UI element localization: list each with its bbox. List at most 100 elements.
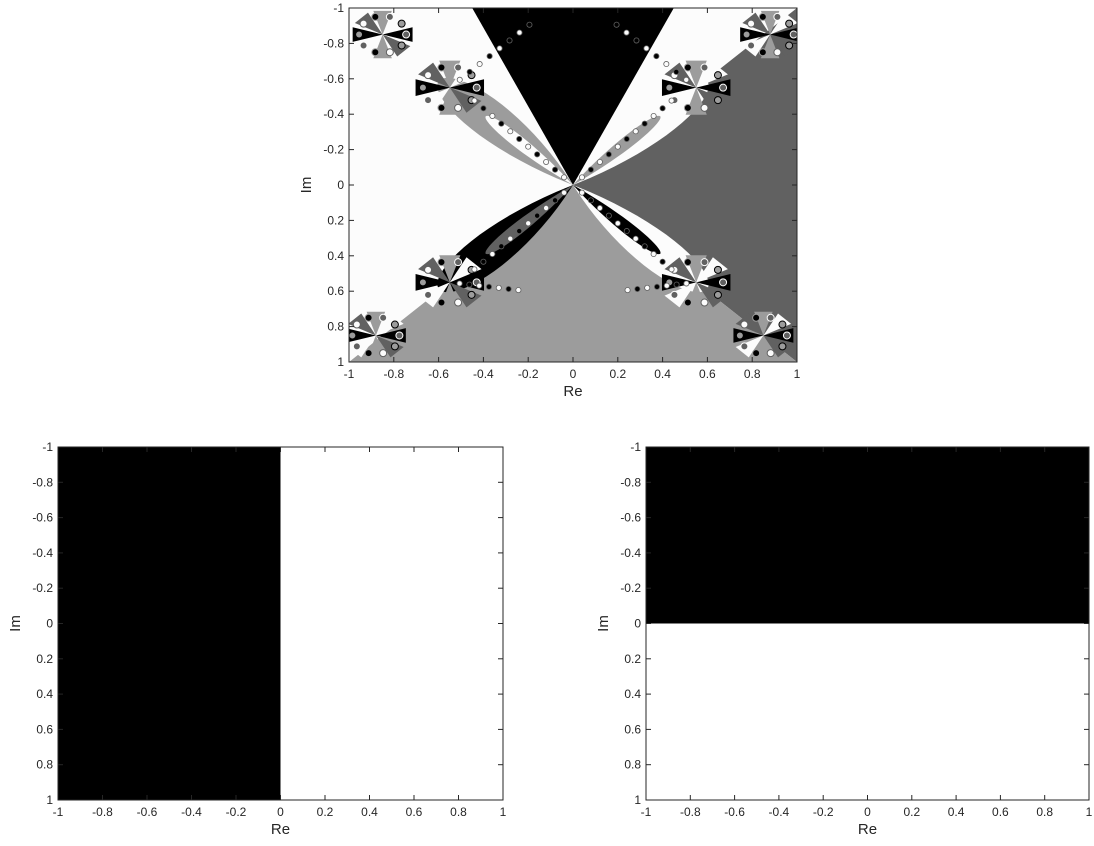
basin-bulb — [670, 290, 679, 299]
y-tick-label: 1 — [46, 793, 53, 807]
basin-bulb — [673, 68, 680, 75]
basin-bulb — [663, 61, 670, 68]
basin-bulb — [587, 197, 594, 204]
y-tick-label: 0 — [46, 617, 53, 631]
basin-region — [349, 185, 797, 362]
basin-bulb — [623, 135, 630, 142]
basin-bulb — [665, 83, 674, 92]
y-tick-label: -0.2 — [620, 581, 641, 595]
basin-bulb — [605, 212, 612, 219]
basin-fractal-wedge — [418, 62, 450, 88]
x-axis-label: Re — [563, 383, 582, 400]
basin-bulb — [752, 349, 761, 358]
basin-bulb — [614, 220, 621, 227]
basin-bulb — [489, 112, 496, 119]
basin-bulb — [534, 151, 541, 158]
basin-fractal-wedge — [375, 335, 404, 358]
x-tick-label: 0.6 — [992, 805, 1009, 819]
basin-bulb — [758, 48, 767, 57]
basin-bulb — [683, 76, 690, 83]
x-axis-label: Re — [858, 821, 877, 838]
basin-bulb — [352, 342, 361, 351]
x-tick-label: 0 — [864, 805, 871, 819]
basin-bulb — [659, 105, 666, 112]
y-tick-label: 1 — [337, 355, 344, 369]
y-tick-label: -0.2 — [32, 581, 53, 595]
basin-fractal-wedge — [449, 257, 482, 283]
basin-bulb — [773, 12, 782, 21]
basin-fractal-wedge — [770, 12, 797, 35]
basin-bulb — [758, 12, 767, 21]
basin-fractal-wedge — [415, 79, 450, 97]
basin-bulb — [785, 41, 794, 50]
basin-bulb — [552, 197, 559, 204]
y-axis-label: Im — [7, 615, 24, 632]
basin-fractal-wedge — [349, 313, 376, 336]
basin-bulb — [561, 189, 568, 196]
basin-bulb — [561, 174, 568, 181]
x-tick-label: -0.6 — [137, 805, 158, 819]
basin-fractal-wedge — [664, 87, 697, 113]
y-tick-label: -0.6 — [620, 511, 641, 525]
basin-bulb — [516, 135, 523, 142]
basin-bulb — [632, 235, 639, 242]
basin-petal — [485, 185, 573, 255]
basin-bulb — [740, 342, 749, 351]
y-tick-label: 0.6 — [624, 722, 641, 736]
basin-bulb — [683, 258, 692, 267]
x-tick-label: -0.4 — [181, 805, 202, 819]
basin-fractal-wedge — [382, 34, 411, 57]
basin-fractal-wedge — [770, 34, 797, 57]
basin-bulb — [525, 143, 532, 150]
basin-bulb — [472, 83, 481, 92]
basin-bulb — [742, 30, 751, 39]
y-tick-label: -0.4 — [32, 546, 53, 560]
basin-bulb — [498, 243, 505, 250]
basin-fractal-wedge — [418, 282, 450, 308]
basin-image — [349, 8, 797, 362]
basin-fractal-wedge — [349, 328, 376, 343]
basin-bulb — [654, 283, 661, 290]
basin-bulb — [516, 29, 523, 36]
basin-fractal-wedge — [770, 27, 797, 42]
basin-bulb — [668, 266, 675, 273]
basin-bulb — [719, 83, 728, 92]
basin-region — [58, 447, 281, 800]
x-tick-label: 1 — [500, 805, 507, 819]
basin-bulb — [526, 21, 533, 28]
basin-fractal-wedge — [661, 273, 697, 291]
basin-bulb — [364, 349, 373, 358]
x-tick-label: -0.4 — [769, 805, 790, 819]
basin-fractal-wedge — [696, 257, 728, 283]
basin-bulb — [623, 29, 630, 36]
x-tick-label: 1 — [1086, 805, 1093, 819]
basin-bulb — [498, 120, 505, 127]
basin-bulb — [668, 97, 675, 104]
basin-bulb — [454, 298, 463, 307]
x-tick-label: 1 — [794, 367, 801, 381]
basin-bulb — [456, 76, 463, 83]
basin-bulb — [752, 313, 761, 322]
basin-bulb — [596, 158, 603, 165]
basin-bulb — [650, 112, 657, 119]
x-tick-label: -0.8 — [680, 805, 701, 819]
y-tick-label: -1 — [42, 440, 53, 454]
x-tick-label: 0.6 — [699, 367, 716, 381]
basin-bulb — [766, 349, 775, 358]
basin-bulb — [683, 298, 692, 307]
basin-bulb — [379, 313, 388, 322]
basin-fractal-wedge — [661, 79, 697, 97]
basin-fractal-wedge — [449, 282, 482, 308]
basin-bulb — [700, 63, 709, 72]
y-tick-label: 0.6 — [36, 722, 53, 736]
basin-bulb — [778, 320, 787, 329]
y-tick-label: 0 — [634, 617, 641, 631]
basin-bulb — [424, 265, 433, 274]
basin-bulb — [476, 282, 483, 289]
x-tick-label: 0.4 — [361, 805, 378, 819]
basin-bulb — [644, 284, 651, 291]
basin-bulb — [613, 21, 620, 28]
basin-bulb — [641, 243, 648, 250]
